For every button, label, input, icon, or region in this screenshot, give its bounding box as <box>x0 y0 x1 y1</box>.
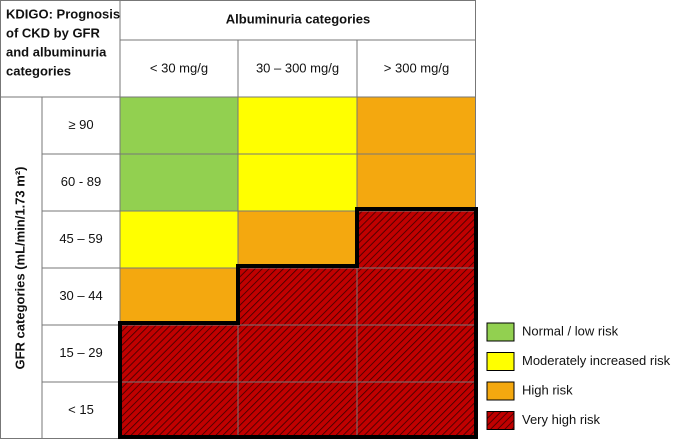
risk-cell <box>357 211 476 268</box>
legend-label: Moderately increased risk <box>522 353 671 368</box>
risk-cell <box>357 154 476 211</box>
albuminuria-category: < 30 mg/g <box>150 60 208 75</box>
risk-cell <box>238 154 357 211</box>
risk-cell <box>120 97 238 154</box>
title-line: of CKD by GFR <box>6 25 100 40</box>
risk-cell <box>357 268 476 325</box>
title-line: and albuminuria <box>6 44 107 59</box>
risk-cell <box>120 325 238 382</box>
gfr-category: 15 – 29 <box>59 345 102 360</box>
albuminuria-category: > 300 mg/g <box>384 60 449 75</box>
risk-cell <box>120 382 238 439</box>
risk-cell <box>357 97 476 154</box>
gfr-category: 45 – 59 <box>59 231 102 246</box>
legend-label: Very high risk <box>522 412 601 427</box>
legend-swatch <box>486 322 515 342</box>
albuminuria-category: 30 – 300 mg/g <box>256 60 339 75</box>
legend-swatch <box>486 411 515 430</box>
very-high-risk-outline <box>118 207 478 439</box>
risk-cell <box>357 325 476 382</box>
gfr-category: < 15 <box>68 402 94 417</box>
risk-cell <box>357 382 476 439</box>
legend-swatch <box>486 352 515 371</box>
legend-label: Normal / low risk <box>522 323 619 338</box>
legend-swatch <box>486 381 515 401</box>
risk-cell <box>238 211 357 268</box>
title-line: KDIGO: Prognosis <box>6 6 120 21</box>
gfr-title: GFR categories (mL/min/1.73 m²) <box>12 167 27 370</box>
risk-cell <box>120 268 238 325</box>
albuminuria-title: Albuminuria categories <box>226 11 370 26</box>
risk-cell <box>120 211 238 268</box>
gfr-category: 60 - 89 <box>61 174 101 189</box>
risk-cell <box>238 382 357 439</box>
gfr-category: 30 – 44 <box>59 288 102 303</box>
risk-cell <box>120 154 238 211</box>
risk-cell <box>238 97 357 154</box>
risk-cell <box>238 268 357 325</box>
title-line: categories <box>6 63 71 78</box>
legend-label: High risk <box>522 382 573 397</box>
risk-cell <box>238 325 357 382</box>
gfr-category: ≥ 90 <box>68 117 93 132</box>
